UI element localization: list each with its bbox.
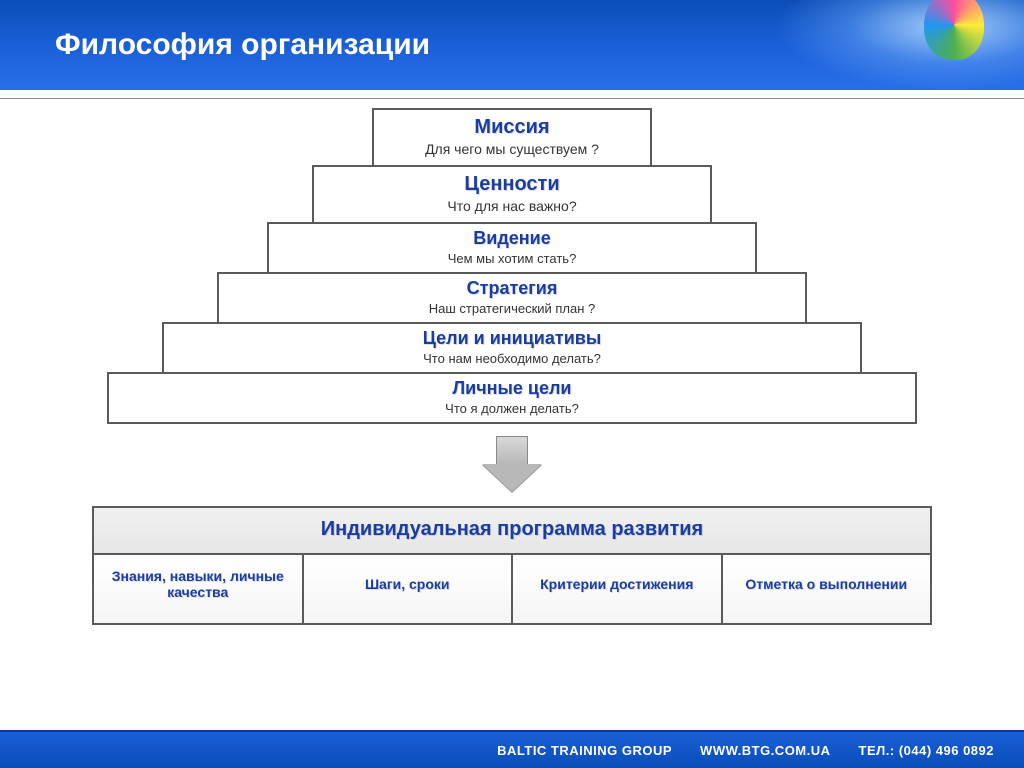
program-columns: Знания, навыки, личные качества Шаги, ср… — [94, 553, 930, 623]
level-title: Стратегия — [229, 278, 795, 299]
program-box: Индивидуальная программа развития Знания… — [92, 506, 932, 625]
pyramid-level-vision: Видение Чем мы хотим стать? — [267, 222, 757, 274]
pyramid-diagram: Миссия Для чего мы существуем ? Ценности… — [0, 110, 1024, 424]
level-title: Цели и инициативы — [174, 328, 850, 349]
level-subtitle: Что для нас важно? — [324, 198, 700, 214]
program-col-knowledge: Знания, навыки, личные качества — [94, 555, 304, 623]
program-col-steps: Шаги, сроки — [304, 555, 514, 623]
footer-company: BALTIC TRAINING GROUP — [497, 743, 672, 758]
pyramid-level-goals: Цели и инициативы Что нам необходимо дел… — [162, 322, 862, 374]
pyramid-level-values: Ценности Что для нас важно? — [312, 165, 712, 224]
level-title: Видение — [279, 228, 745, 249]
pyramid-level-mission: Миссия Для чего мы существуем ? — [372, 108, 652, 167]
level-title: Личные цели — [119, 378, 905, 399]
pyramid-level-personal-goals: Личные цели Что я должен делать? — [107, 372, 917, 424]
arrow-down-icon — [482, 436, 542, 496]
slide-header: Философия организации — [0, 0, 1024, 90]
level-title: Миссия — [384, 116, 640, 139]
program-col-completion: Отметка о выполнении — [723, 555, 931, 623]
pyramid-level-strategy: Стратегия Наш стратегический план ? — [217, 272, 807, 324]
footer-url: WWW.BTG.COM.UA — [700, 743, 830, 758]
slide-footer: BALTIC TRAINING GROUP WWW.BTG.COM.UA ТЕЛ… — [0, 730, 1024, 768]
program-col-criteria: Критерии достижения — [513, 555, 723, 623]
level-subtitle: Что я должен делать? — [119, 401, 905, 416]
level-subtitle: Наш стратегический план ? — [229, 301, 795, 316]
slide-title: Философия организации — [55, 28, 430, 62]
footer-phone: ТЕЛ.: (044) 496 0892 — [859, 743, 994, 758]
slide-content: Миссия Для чего мы существуем ? Ценности… — [0, 90, 1024, 710]
level-subtitle: Для чего мы существуем ? — [384, 141, 640, 157]
balloon-icon — [924, 0, 994, 80]
level-subtitle: Чем мы хотим стать? — [279, 251, 745, 266]
level-title: Ценности — [324, 173, 700, 196]
level-subtitle: Что нам необходимо делать? — [174, 351, 850, 366]
program-title: Индивидуальная программа развития — [94, 508, 930, 553]
